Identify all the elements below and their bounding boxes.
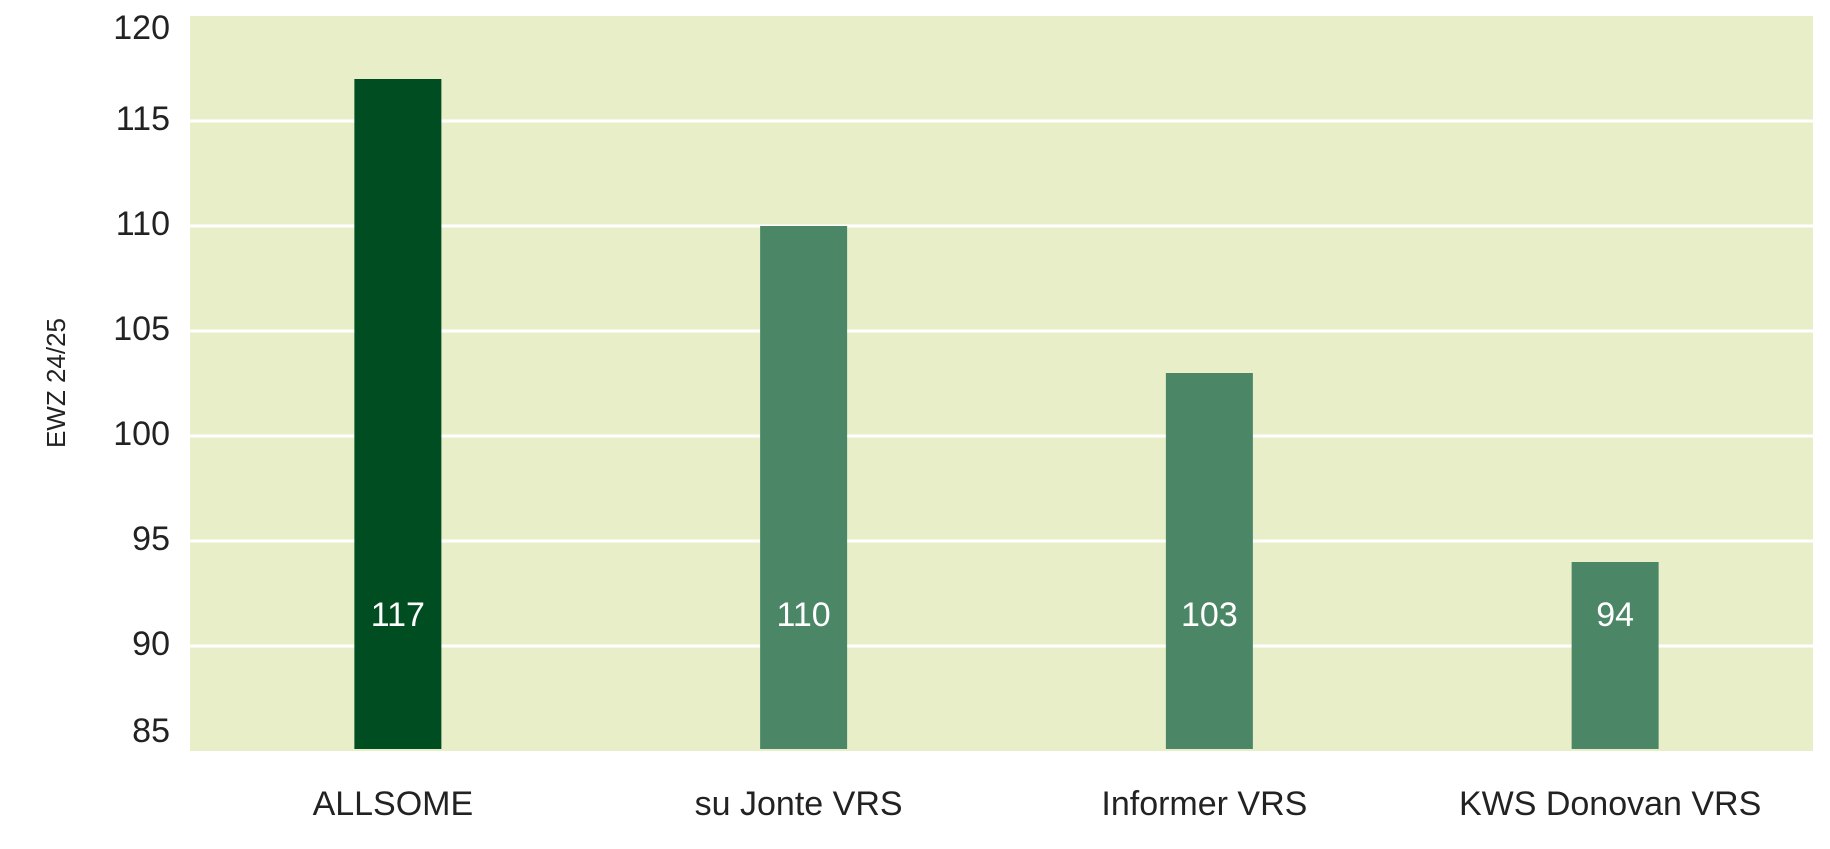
y-axis-ticks: 85 90 95 100 105 110 115 120: [113, 9, 170, 750]
y-tick-label: 115: [116, 100, 170, 138]
y-tick-label: 105: [113, 310, 170, 348]
x-category-label: ALLSOME: [313, 785, 474, 823]
x-axis-categories: ALLSOME su Jonte VRS Informer VRS KWS Donov…: [313, 785, 1762, 823]
y-tick-label: 100: [113, 415, 170, 453]
x-category-label: su Jonte VRS: [695, 785, 903, 823]
bar-value-label: 94: [1596, 596, 1634, 634]
y-tick-label: 85: [132, 712, 170, 750]
bar-informer-vrs: [1165, 373, 1253, 749]
x-category-label: Informer VRS: [1101, 785, 1307, 823]
y-tick-label: 120: [113, 9, 170, 47]
bars: 117 110 103 94: [354, 79, 1659, 749]
y-tick-label: 110: [116, 205, 170, 243]
bar-value-label: 110: [777, 596, 831, 634]
bar-value-label: 117: [371, 596, 425, 634]
y-tick-label: 90: [132, 625, 170, 663]
y-tick-label: 95: [132, 520, 170, 558]
y-axis-title: EWZ 24/25: [41, 318, 71, 448]
bar-kws-donovan-vrs: [1571, 562, 1659, 749]
bar-su-jonte-vrs: [760, 226, 848, 749]
gridlines: [190, 119, 1813, 648]
x-category-label: KWS Donovan VRS: [1459, 785, 1761, 823]
bar-value-label: 103: [1181, 596, 1238, 634]
plot-area: [190, 16, 1813, 751]
bar-allsome: [354, 79, 442, 749]
